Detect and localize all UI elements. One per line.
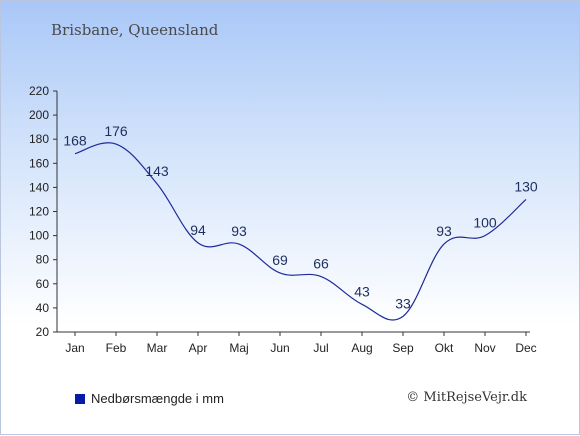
- credit-text: © MitRejseVejr.dk: [406, 390, 527, 405]
- y-tick-label: 200: [29, 108, 49, 122]
- y-tick-label: 140: [29, 180, 49, 194]
- x-tick-label: Apr: [189, 341, 208, 355]
- data-label: 93: [436, 223, 452, 239]
- x-tick-label: Jul: [313, 341, 328, 355]
- x-tick-label: Maj: [229, 341, 248, 355]
- data-label: 176: [104, 123, 128, 139]
- y-tick-label: 180: [29, 132, 49, 146]
- data-label: 130: [514, 178, 538, 194]
- x-tick-label: Aug: [351, 341, 372, 355]
- legend-label: Nedbørsmængde i mm: [91, 391, 224, 406]
- x-tick-label: Jun: [270, 341, 289, 355]
- data-label: 168: [63, 133, 87, 149]
- x-tick-label: Jan: [65, 341, 84, 355]
- data-label: 100: [473, 215, 497, 231]
- y-tick-label: 160: [29, 156, 49, 170]
- x-tick-label: Nov: [474, 341, 495, 355]
- x-tick-label: Sep: [392, 341, 414, 355]
- data-label: 33: [395, 295, 411, 311]
- y-tick-label: 120: [29, 205, 49, 219]
- data-label: 66: [313, 256, 329, 272]
- data-label: 93: [231, 223, 247, 239]
- data-label: 69: [272, 252, 288, 268]
- y-tick-label: 40: [36, 301, 50, 315]
- data-label: 43: [354, 283, 370, 299]
- y-tick-label: 20: [36, 325, 50, 339]
- x-tick-label: Dec: [515, 341, 536, 355]
- y-tick-label: 60: [36, 277, 50, 291]
- legend: Nedbørsmængde i mm: [75, 391, 224, 406]
- y-tick-label: 80: [36, 253, 50, 267]
- x-tick-label: Mar: [147, 341, 168, 355]
- x-tick-label: Feb: [106, 341, 127, 355]
- y-tick-label: 220: [29, 84, 49, 98]
- legend-swatch: [75, 393, 85, 404]
- x-tick-label: Okt: [435, 341, 454, 355]
- series-line: [74, 142, 527, 321]
- chart-title: Brisbane, Queensland: [51, 21, 219, 39]
- data-label: 94: [190, 222, 206, 238]
- data-label: 143: [145, 163, 169, 179]
- y-tick-label: 100: [29, 229, 49, 243]
